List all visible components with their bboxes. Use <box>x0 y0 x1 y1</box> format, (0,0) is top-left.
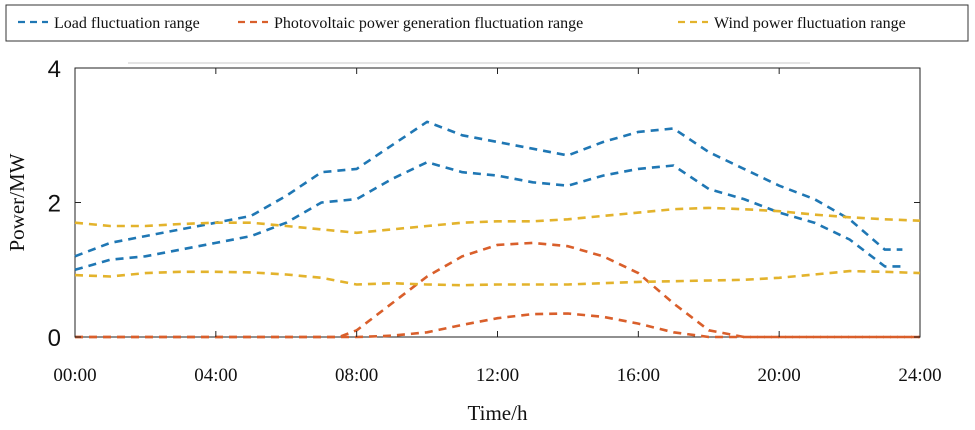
legend-label-2: Wind power fluctuation range <box>714 15 906 32</box>
x-tick-label-5: 20:00 <box>758 365 801 386</box>
x-tick-label-6: 24:00 <box>898 365 941 386</box>
legend-label-1: Photovoltaic power generation fluctuatio… <box>274 15 583 32</box>
series-line-2 <box>75 241 920 339</box>
y-tick-label-0: 0 <box>48 325 61 352</box>
legend-box <box>5 4 969 42</box>
series-lines <box>74 120 921 339</box>
y-tick-label-1: 2 <box>48 191 61 218</box>
y-tick-label-2: 4 <box>48 56 61 83</box>
x-tick-label-3: 12:00 <box>476 365 519 386</box>
series-line-0 <box>74 120 903 258</box>
series-line-5 <box>74 269 921 287</box>
y-axis-ticks: 0 2 4 <box>48 56 920 352</box>
legend-label-0: Load fluctuation range <box>54 15 200 32</box>
x-tick-label-2: 08:00 <box>335 365 378 386</box>
y-axis-label: Power/MW <box>5 153 29 251</box>
x-tick-label-4: 16:00 <box>617 365 660 386</box>
series-line-1 <box>74 160 903 272</box>
plot-frame <box>74 67 921 338</box>
x-axis-label: Time/h <box>468 401 528 425</box>
series-line-4 <box>74 206 921 235</box>
x-tick-label-1: 04:00 <box>194 365 237 386</box>
x-axis-ticks: 00:00 04:00 08:00 12:00 16:00 20:00 24:00 <box>53 68 942 386</box>
x-tick-label-0: 00:00 <box>53 365 96 386</box>
legend: Load fluctuation range Photovoltaic power… <box>5 4 969 42</box>
